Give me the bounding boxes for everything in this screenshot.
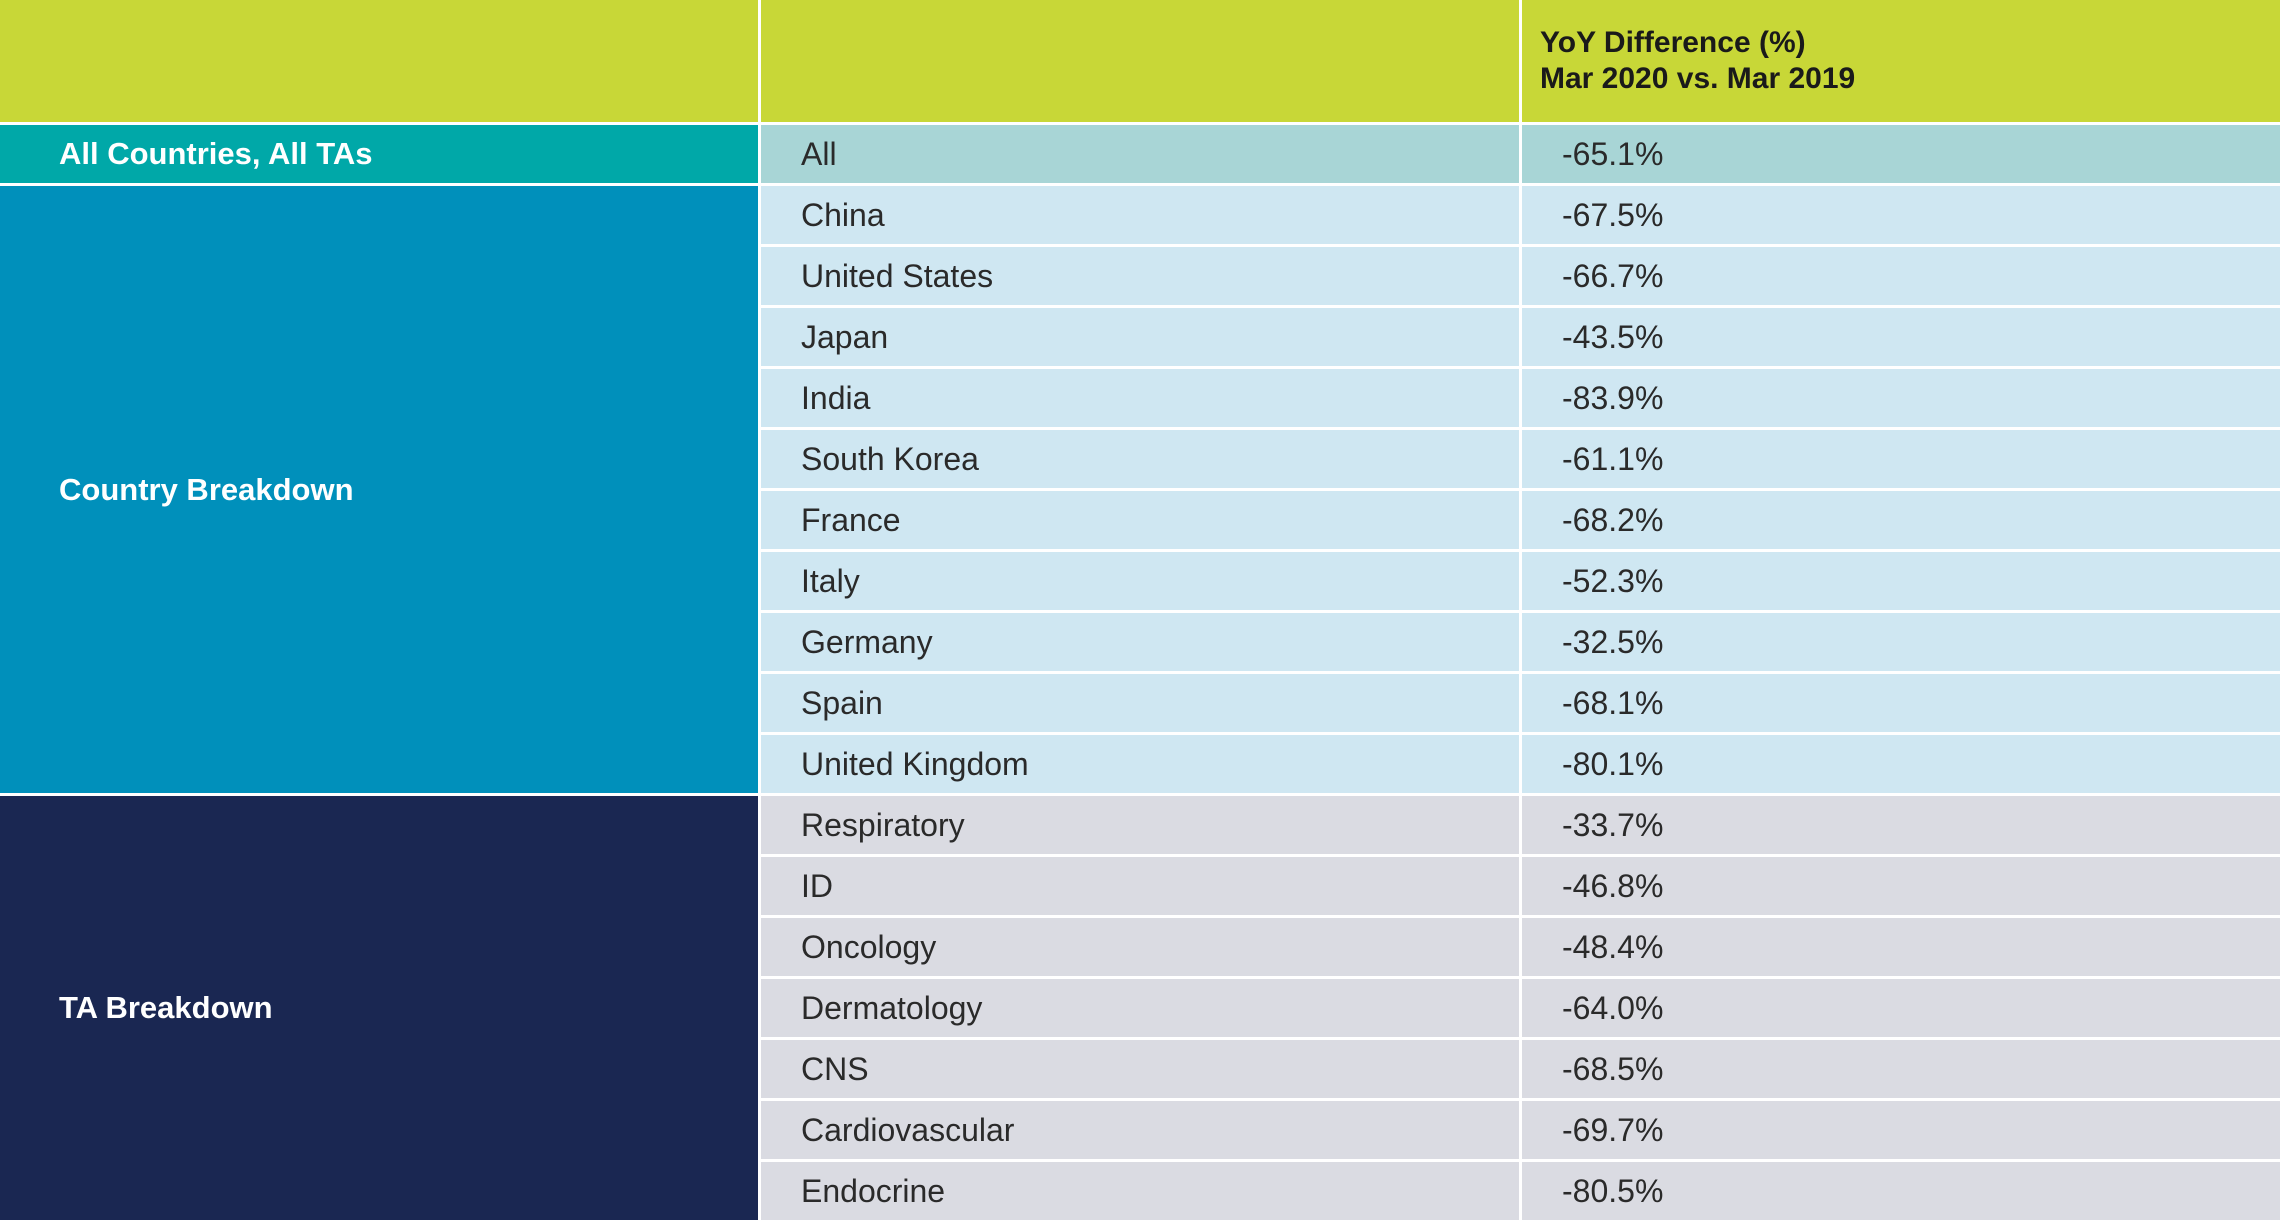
- row-label-cell: Italy: [761, 552, 1519, 610]
- row-value-cell: -68.2%: [1522, 491, 2280, 549]
- group-cell-all: All Countries, All TAs: [0, 125, 758, 183]
- row-value-cell: -43.5%: [1522, 308, 2280, 366]
- row-label: Japan: [801, 318, 889, 355]
- row-value: -48.4%: [1562, 928, 1664, 965]
- group-label: Country Breakdown: [59, 471, 354, 507]
- row-value: -61.1%: [1562, 440, 1664, 477]
- row-value: -32.5%: [1562, 623, 1664, 660]
- row-value-cell: -33.7%: [1522, 796, 2280, 854]
- row-label: Dermatology: [801, 989, 983, 1026]
- row-label-cell: Respiratory: [761, 796, 1519, 854]
- row-label: All: [801, 135, 837, 172]
- row-label-cell: Endocrine: [761, 1162, 1519, 1220]
- row-label-cell: United Kingdom: [761, 735, 1519, 793]
- row-label-cell: Cardiovascular: [761, 1101, 1519, 1159]
- row-label: China: [801, 196, 885, 233]
- row-value-cell: -69.7%: [1522, 1101, 2280, 1159]
- row-value: -80.5%: [1562, 1172, 1664, 1209]
- row-value-cell: -83.9%: [1522, 369, 2280, 427]
- row-value: -80.1%: [1562, 745, 1664, 782]
- row-value: -69.7%: [1562, 1111, 1664, 1148]
- row-value-cell: -52.3%: [1522, 552, 2280, 610]
- group-label: All Countries, All TAs: [59, 136, 373, 171]
- row-label: United States: [801, 257, 994, 294]
- row-value: -52.3%: [1562, 562, 1664, 599]
- row-label: France: [801, 501, 901, 538]
- row-label: ID: [801, 867, 833, 904]
- group-cell-ta: TA Breakdown: [0, 796, 758, 1220]
- row-value-cell: -61.1%: [1522, 430, 2280, 488]
- column-header-line2: Mar 2020 vs. Mar 2019: [1540, 62, 1856, 95]
- row-label-cell: Japan: [761, 308, 1519, 366]
- row-label-cell: South Korea: [761, 430, 1519, 488]
- column-header-line1: YoY Difference (%): [1540, 26, 1806, 59]
- row-label-cell: France: [761, 491, 1519, 549]
- row-value-cell: -32.5%: [1522, 613, 2280, 671]
- group-label: TA Breakdown: [59, 990, 273, 1025]
- row-value-cell: -64.0%: [1522, 979, 2280, 1037]
- row-label: Cardiovascular: [801, 1111, 1015, 1148]
- row-label: India: [801, 379, 871, 416]
- row-label-cell: ID: [761, 857, 1519, 915]
- header-cell-subcategory: [761, 0, 1519, 122]
- row-value: -33.7%: [1562, 806, 1664, 843]
- row-value-cell: -68.5%: [1522, 1040, 2280, 1098]
- row-value: -67.5%: [1562, 196, 1664, 233]
- row-value: -68.5%: [1562, 1050, 1664, 1087]
- row-label: Germany: [801, 623, 933, 660]
- row-value-cell: -68.1%: [1522, 674, 2280, 732]
- row-value-cell: -46.8%: [1522, 857, 2280, 915]
- row-label: CNS: [801, 1050, 869, 1087]
- row-label: Italy: [801, 562, 860, 599]
- group-cell-country: Country Breakdown: [0, 186, 758, 793]
- row-label-cell: All: [761, 125, 1519, 183]
- row-label: United Kingdom: [801, 745, 1029, 782]
- row-value-cell: -67.5%: [1522, 186, 2280, 244]
- row-value: -83.9%: [1562, 379, 1664, 416]
- row-value: -66.7%: [1562, 257, 1664, 294]
- header-cell-yoy: YoY Difference (%) Mar 2020 vs. Mar 2019: [1522, 0, 2280, 122]
- row-label-cell: Oncology: [761, 918, 1519, 976]
- row-value-cell: -66.7%: [1522, 247, 2280, 305]
- row-label: Endocrine: [801, 1172, 946, 1209]
- row-label: Spain: [801, 684, 883, 721]
- row-label-cell: United States: [761, 247, 1519, 305]
- row-value: -68.2%: [1562, 501, 1664, 538]
- row-label-cell: China: [761, 186, 1519, 244]
- row-value-cell: -48.4%: [1522, 918, 2280, 976]
- row-label-cell: Dermatology: [761, 979, 1519, 1037]
- row-value-cell: -80.1%: [1522, 735, 2280, 793]
- row-value-cell: -80.5%: [1522, 1162, 2280, 1220]
- row-value: -64.0%: [1562, 989, 1664, 1026]
- row-value: -65.1%: [1562, 135, 1664, 172]
- row-label-cell: CNS: [761, 1040, 1519, 1098]
- row-label-cell: Germany: [761, 613, 1519, 671]
- row-value: -46.8%: [1562, 867, 1664, 904]
- row-label: Oncology: [801, 928, 937, 965]
- row-value-cell: -65.1%: [1522, 125, 2280, 183]
- row-label: Respiratory: [801, 806, 965, 843]
- row-label-cell: Spain: [761, 674, 1519, 732]
- row-value: -68.1%: [1562, 684, 1664, 721]
- header-cell-category: [0, 0, 758, 122]
- column-header-yoy: YoY Difference (%) Mar 2020 vs. Mar 2019: [1522, 25, 1855, 97]
- row-label-cell: India: [761, 369, 1519, 427]
- row-label: South Korea: [801, 440, 979, 477]
- row-value: -43.5%: [1562, 318, 1664, 355]
